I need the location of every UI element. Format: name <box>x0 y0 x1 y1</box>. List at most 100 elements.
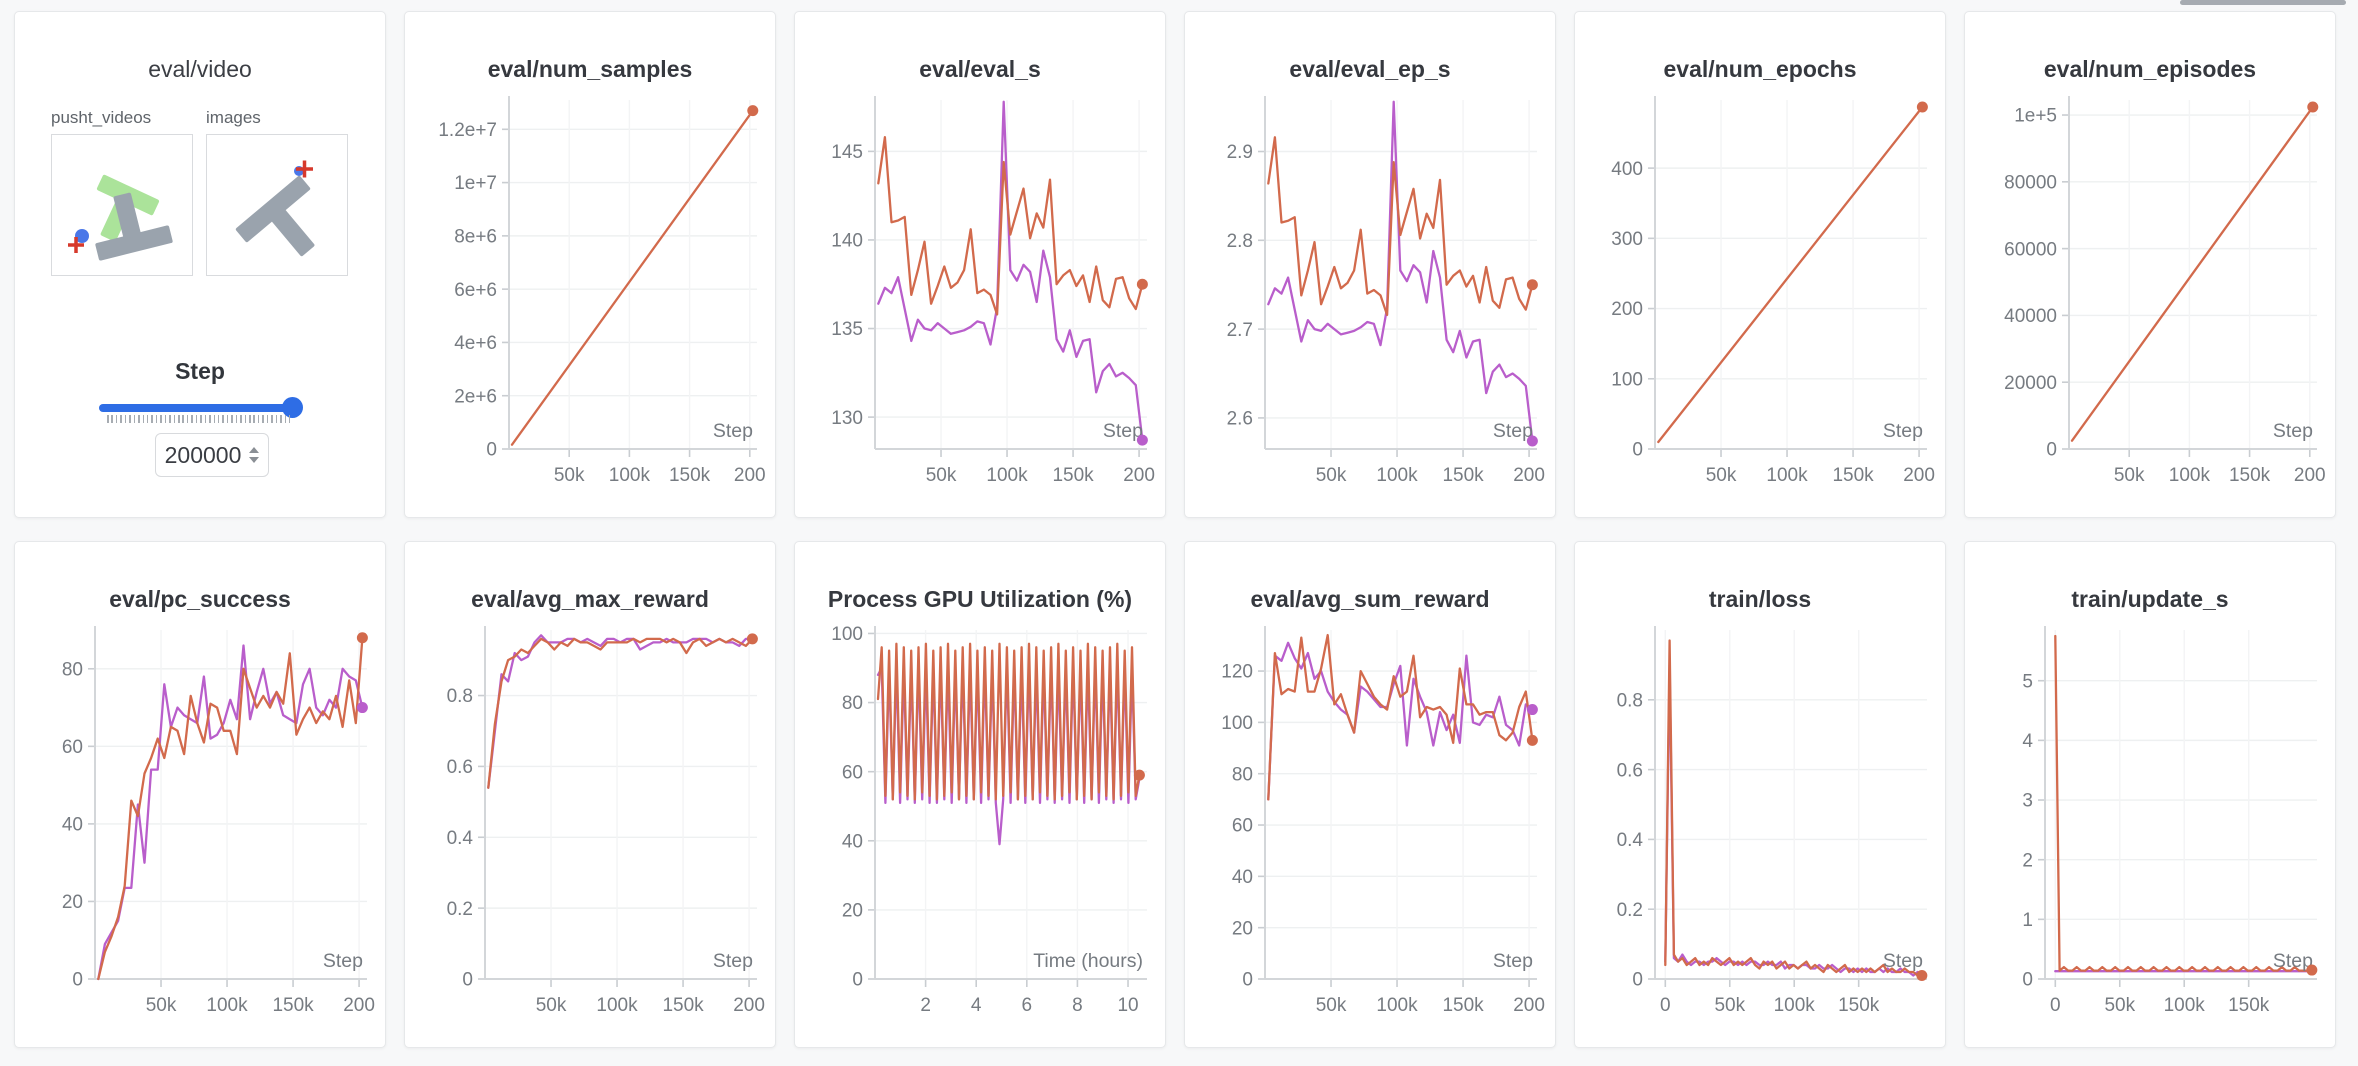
chart-plot[interactable]: 0 20 40 60 80 50k 100k 150k 200 Step <box>15 542 385 1047</box>
chart-panel[interactable]: eval/num_samples 0 2e+6 4e+6 6e+6 8e+6 1e+7 1.… <box>404 11 776 518</box>
svg-text:2: 2 <box>2022 850 2033 871</box>
svg-text:0: 0 <box>1632 440 1643 461</box>
svg-text:140: 140 <box>831 231 863 252</box>
svg-text:0: 0 <box>852 970 863 991</box>
video-thumbnail-pusht[interactable] <box>51 134 193 276</box>
chart-plot[interactable]: 130 135 140 145 50k 100k 150k 200 Step <box>795 12 1165 517</box>
step-slider-tickmarks <box>107 415 291 423</box>
svg-text:Step: Step <box>1883 950 1923 972</box>
svg-text:Step: Step <box>1103 420 1143 442</box>
svg-text:200: 200 <box>734 465 766 486</box>
svg-text:150k: 150k <box>1442 995 1484 1016</box>
target-cross-icon <box>296 160 313 178</box>
chart-panel[interactable]: eval/avg_max_reward 0 0.2 0.4 0.6 0.8 50k 100k… <box>404 541 776 1048</box>
step-slider-handle[interactable] <box>282 397 304 418</box>
chart-panel[interactable]: eval/eval_s 130 135 140 145 50k 100k 150k 200 St… <box>794 11 1166 518</box>
step-value: 200000 <box>164 441 242 468</box>
svg-text:100k: 100k <box>1376 465 1418 486</box>
agent-dot <box>75 229 89 243</box>
svg-text:0: 0 <box>462 970 473 991</box>
svg-text:6: 6 <box>1022 995 1033 1016</box>
pusht-scene <box>235 160 315 257</box>
chart-panel[interactable]: Process GPU Utilization (%) 0 20 40 60 80 100… <box>794 541 1166 1048</box>
tee-shape <box>235 175 315 257</box>
svg-text:100k: 100k <box>986 465 1028 486</box>
chart-plot[interactable]: 0 1 2 3 4 5 0 50k 100k 150k Step <box>1965 542 2335 1047</box>
svg-text:200: 200 <box>343 995 375 1016</box>
svg-text:120: 120 <box>1221 662 1253 683</box>
svg-text:50k: 50k <box>926 465 957 486</box>
svg-text:Step: Step <box>713 950 753 972</box>
chart-plot[interactable]: 0 0.2 0.4 0.6 0.8 50k 100k 150k 200 Step <box>405 542 775 1047</box>
svg-text:150k: 150k <box>272 995 314 1016</box>
chart-plot[interactable]: 0 0.2 0.4 0.6 0.8 0 50k 100k 150k Step <box>1575 542 1945 1047</box>
chart-title: eval/num_episodes <box>2043 56 2257 82</box>
svg-text:200: 200 <box>1513 995 1545 1016</box>
svg-text:2.9: 2.9 <box>1227 142 1253 163</box>
target-cross-icon <box>68 237 84 253</box>
stepper-arrows-icon[interactable] <box>249 447 260 463</box>
svg-text:Step: Step <box>2273 950 2313 972</box>
svg-text:150k: 150k <box>1052 465 1094 486</box>
svg-text:0: 0 <box>72 970 83 991</box>
chart-panel[interactable]: train/update_s 0 1 2 3 4 5 0 50k 100k 150k Step <box>1964 541 2336 1048</box>
svg-text:0.2: 0.2 <box>447 899 473 920</box>
chart-panel[interactable]: eval/num_epochs 0 100 200 300 400 50k 100k 150k… <box>1574 11 1946 518</box>
chart-plot[interactable]: 2.6 2.7 2.8 2.9 50k 100k 150k 200 Step <box>1185 12 1555 517</box>
svg-text:0: 0 <box>2046 440 2057 461</box>
chart-plot[interactable]: 0 20000 40000 60000 80000 1e+5 50k 100k 150k 200 S… <box>1965 12 2335 517</box>
svg-text:100k: 100k <box>596 995 638 1016</box>
svg-text:Step: Step <box>1883 420 1923 442</box>
svg-text:50k: 50k <box>2114 465 2145 486</box>
svg-text:50k: 50k <box>1714 995 1745 1016</box>
step-value-input[interactable]: 200000 <box>155 433 269 477</box>
horizontal-scrollbar-thumb[interactable] <box>2180 0 2346 5</box>
svg-text:150k: 150k <box>2229 465 2271 486</box>
chart-plot[interactable]: 0 100 200 300 400 50k 100k 150k 200 Step <box>1575 12 1945 517</box>
svg-text:80000: 80000 <box>2004 172 2057 193</box>
svg-text:1: 1 <box>2022 910 2033 931</box>
svg-text:100k: 100k <box>2164 995 2206 1016</box>
svg-text:200: 200 <box>1903 465 1935 486</box>
svg-text:Step: Step <box>713 420 753 442</box>
svg-text:1e+7: 1e+7 <box>454 173 497 194</box>
svg-text:0: 0 <box>486 440 497 461</box>
panel-title: eval/video <box>148 56 252 82</box>
svg-text:0.6: 0.6 <box>447 757 473 778</box>
chart-panel[interactable]: eval/pc_success 0 20 40 60 80 50k 100k 150k 200 S… <box>14 541 386 1048</box>
svg-text:100: 100 <box>1611 369 1643 390</box>
media-panel-eval-video[interactable]: eval/video pusht_videos images Ste <box>14 11 386 518</box>
svg-text:60000: 60000 <box>2004 239 2057 260</box>
svg-text:6e+6: 6e+6 <box>454 280 497 301</box>
chart-panel[interactable]: train/loss 0 0.2 0.4 0.6 0.8 0 50k 100k 150k Step <box>1574 541 1946 1048</box>
svg-text:80: 80 <box>842 693 863 714</box>
chart-panel[interactable]: eval/num_episodes 0 20000 40000 60000 80000 1… <box>1964 11 2336 518</box>
svg-text:100k: 100k <box>1774 995 1816 1016</box>
svg-text:40: 40 <box>842 831 863 852</box>
svg-text:200: 200 <box>1513 465 1545 486</box>
svg-text:150k: 150k <box>662 995 704 1016</box>
svg-text:20000: 20000 <box>2004 373 2057 394</box>
chart-panel[interactable]: eval/eval_ep_s 2.6 2.7 2.8 2.9 50k 100k 150k 20… <box>1184 11 1556 518</box>
svg-text:200: 200 <box>733 995 765 1016</box>
chart-plot[interactable]: 0 20 40 60 80 100 120 50k 100k 150k 200 Step <box>1185 542 1555 1047</box>
svg-text:150k: 150k <box>669 465 711 486</box>
step-slider-track[interactable] <box>99 404 301 412</box>
chart-panel[interactable]: eval/avg_sum_reward 0 20 40 60 80 100 120 50k 10… <box>1184 541 1556 1048</box>
chart-plot[interactable]: 0 2e+6 4e+6 6e+6 8e+6 1e+7 1.2e+7 50k 100k 150k 20… <box>405 12 775 517</box>
svg-text:60: 60 <box>62 737 83 758</box>
svg-text:100k: 100k <box>1376 995 1418 1016</box>
svg-text:100k: 100k <box>2169 465 2211 486</box>
svg-text:50k: 50k <box>146 995 177 1016</box>
image-thumbnail[interactable] <box>206 134 348 276</box>
svg-text:100k: 100k <box>206 995 248 1016</box>
chart-plot[interactable]: 0 20 40 60 80 100 2 4 6 8 10 Time (hours) <box>795 542 1165 1047</box>
svg-text:400: 400 <box>1611 159 1643 180</box>
svg-text:0.8: 0.8 <box>447 686 473 707</box>
chart-title: eval/eval_ep_s <box>1289 56 1451 82</box>
svg-text:8: 8 <box>1072 995 1083 1016</box>
svg-text:Step: Step <box>1493 420 1533 442</box>
svg-text:4: 4 <box>2022 731 2033 752</box>
svg-text:50k: 50k <box>536 995 567 1016</box>
svg-text:Step: Step <box>323 950 363 972</box>
